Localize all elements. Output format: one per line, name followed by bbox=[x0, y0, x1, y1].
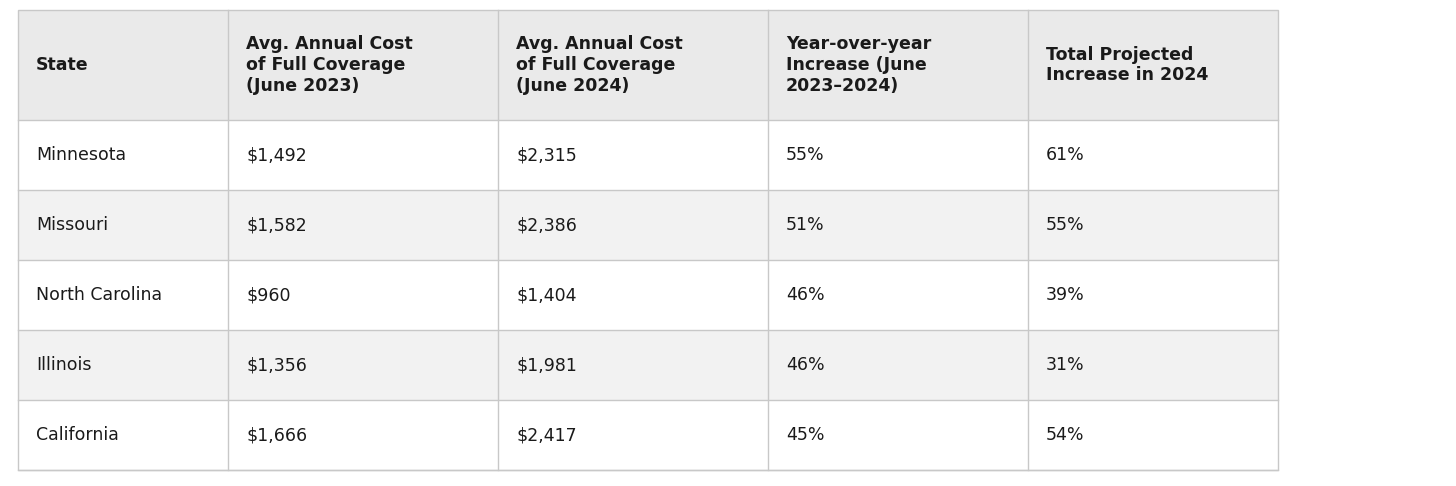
Bar bbox=[767, 120, 1028, 190]
Bar bbox=[229, 330, 498, 400]
Text: 55%: 55% bbox=[1045, 216, 1085, 234]
Text: Year-over-year
Increase (June
2023–2024): Year-over-year Increase (June 2023–2024) bbox=[786, 35, 932, 95]
Text: $2,315: $2,315 bbox=[515, 146, 577, 164]
Bar bbox=[498, 190, 767, 260]
Text: 31%: 31% bbox=[1045, 356, 1085, 374]
Bar bbox=[17, 190, 229, 260]
Bar bbox=[767, 10, 1028, 120]
Bar bbox=[17, 190, 1278, 260]
Text: State: State bbox=[36, 56, 89, 74]
Bar bbox=[17, 400, 1278, 470]
Text: 46%: 46% bbox=[786, 356, 824, 374]
Bar bbox=[1028, 260, 1278, 330]
Bar bbox=[17, 260, 229, 330]
Text: Minnesota: Minnesota bbox=[36, 146, 127, 164]
Text: 55%: 55% bbox=[786, 146, 824, 164]
Text: 54%: 54% bbox=[1045, 426, 1085, 444]
Text: North Carolina: North Carolina bbox=[36, 286, 162, 304]
Text: $1,404: $1,404 bbox=[515, 286, 577, 304]
Bar bbox=[498, 400, 767, 470]
Text: 39%: 39% bbox=[1045, 286, 1085, 304]
Bar bbox=[17, 120, 1278, 190]
Text: $2,386: $2,386 bbox=[515, 216, 577, 234]
Text: $960: $960 bbox=[246, 286, 291, 304]
Bar bbox=[498, 330, 767, 400]
Text: 61%: 61% bbox=[1045, 146, 1085, 164]
Bar bbox=[498, 120, 767, 190]
Text: Illinois: Illinois bbox=[36, 356, 92, 374]
Bar bbox=[229, 10, 498, 120]
Bar bbox=[498, 260, 767, 330]
Bar bbox=[767, 400, 1028, 470]
Bar bbox=[17, 10, 229, 120]
Bar bbox=[1028, 400, 1278, 470]
Bar bbox=[17, 400, 229, 470]
Bar bbox=[1028, 120, 1278, 190]
Text: 46%: 46% bbox=[786, 286, 824, 304]
Text: $1,666: $1,666 bbox=[246, 426, 307, 444]
Bar bbox=[229, 120, 498, 190]
Bar bbox=[229, 400, 498, 470]
Bar bbox=[17, 10, 1278, 120]
Bar bbox=[17, 10, 1278, 470]
Bar bbox=[767, 330, 1028, 400]
Text: $2,417: $2,417 bbox=[515, 426, 577, 444]
Text: Missouri: Missouri bbox=[36, 216, 108, 234]
Text: California: California bbox=[36, 426, 119, 444]
Bar bbox=[17, 330, 229, 400]
Bar bbox=[17, 330, 1278, 400]
Text: Avg. Annual Cost
of Full Coverage
(June 2024): Avg. Annual Cost of Full Coverage (June … bbox=[515, 35, 683, 95]
Bar bbox=[229, 190, 498, 260]
Text: $1,582: $1,582 bbox=[246, 216, 307, 234]
Text: Total Projected
Increase in 2024: Total Projected Increase in 2024 bbox=[1045, 46, 1208, 85]
Text: Avg. Annual Cost
of Full Coverage
(June 2023): Avg. Annual Cost of Full Coverage (June … bbox=[246, 35, 412, 95]
Bar bbox=[498, 10, 767, 120]
Bar bbox=[1028, 10, 1278, 120]
Bar bbox=[767, 260, 1028, 330]
Bar bbox=[1028, 190, 1278, 260]
Text: $1,981: $1,981 bbox=[515, 356, 577, 374]
Text: 45%: 45% bbox=[786, 426, 824, 444]
Bar bbox=[17, 120, 229, 190]
Text: $1,356: $1,356 bbox=[246, 356, 307, 374]
Bar bbox=[767, 190, 1028, 260]
Bar bbox=[229, 260, 498, 330]
Bar bbox=[1028, 330, 1278, 400]
Text: $1,492: $1,492 bbox=[246, 146, 307, 164]
Bar bbox=[17, 260, 1278, 330]
Text: 51%: 51% bbox=[786, 216, 824, 234]
